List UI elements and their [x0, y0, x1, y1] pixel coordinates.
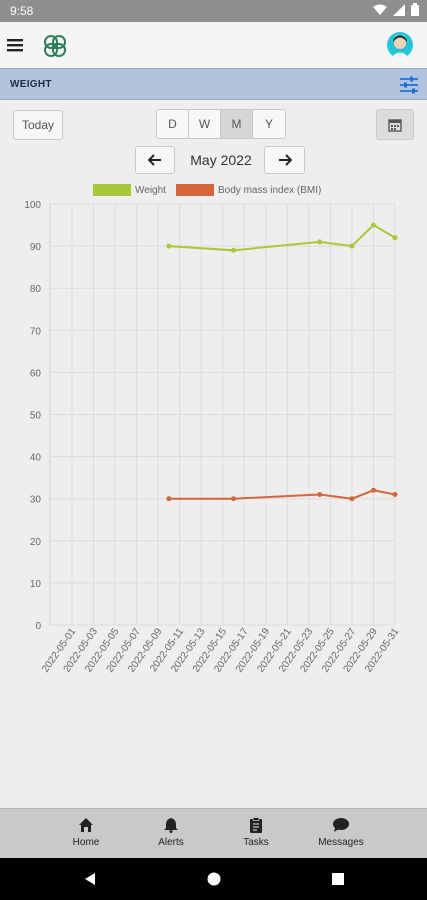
series-line-1	[168, 489, 396, 500]
period-selector: D W M Y	[156, 109, 286, 139]
status-bar: 9:58	[0, 0, 427, 22]
calendar-icon	[388, 118, 402, 132]
weight-bmi-chart: Weight Body mass index (BMI) 0 10 20 30 40 50 6…	[24, 184, 402, 675]
legend-swatch-0	[93, 184, 131, 196]
home-circle-icon[interactable]	[207, 872, 221, 886]
signal-icon	[393, 3, 405, 16]
period-week-button[interactable]: W	[189, 110, 221, 138]
current-month-label: May 2022	[190, 152, 252, 168]
y-axis: 0 10 20 30 40 50 60 70 80 90 100	[24, 200, 41, 632]
clipboard-icon	[250, 817, 262, 833]
nav-messages[interactable]: Messages	[306, 817, 376, 848]
y-tick-label: 0	[35, 621, 41, 632]
data-point	[370, 487, 376, 493]
today-button[interactable]: Today	[13, 110, 63, 140]
legend-swatch-1	[176, 184, 214, 196]
y-tick-label: 60	[30, 368, 42, 379]
chart-legend: Weight Body mass index (BMI)	[93, 184, 321, 196]
period-month-button[interactable]: M	[221, 110, 253, 138]
y-tick-label: 80	[30, 284, 42, 295]
data-point	[392, 235, 398, 241]
wifi-icon	[373, 4, 387, 15]
data-point	[370, 222, 376, 228]
y-tick-label: 20	[30, 537, 42, 548]
status-time: 9:58	[10, 4, 34, 18]
data-point	[392, 491, 398, 497]
chart-series	[166, 222, 398, 502]
data-point	[349, 496, 355, 502]
nav-home[interactable]: Home	[51, 817, 121, 848]
bell-icon	[164, 818, 178, 833]
period-year-button[interactable]: Y	[253, 110, 285, 138]
system-navigation-bar	[0, 858, 427, 900]
section-title: WEIGHT	[10, 79, 52, 90]
recents-icon[interactable]	[332, 873, 344, 885]
app-logo-icon	[44, 35, 66, 57]
hamburger-menu-icon[interactable]	[6, 35, 26, 55]
bottom-navigation: Home Alerts Tasks Messages	[0, 808, 427, 858]
data-point	[231, 247, 236, 253]
filter-sliders-icon[interactable]	[398, 74, 420, 96]
data-point	[231, 496, 236, 502]
nav-tasks-label: Tasks	[243, 837, 269, 848]
series-line-0	[168, 223, 396, 252]
arrow-left-icon	[148, 154, 161, 166]
section-header: WEIGHT	[0, 68, 427, 100]
home-icon	[79, 818, 93, 832]
y-tick-label: 30	[30, 495, 42, 506]
data-point	[166, 496, 172, 502]
nav-tasks[interactable]: Tasks	[221, 817, 291, 848]
calendar-button[interactable]	[376, 109, 414, 140]
y-tick-label: 90	[30, 242, 42, 253]
data-point	[166, 243, 172, 249]
back-icon[interactable]	[84, 872, 96, 886]
legend-label-1: Body mass index (BMI)	[218, 185, 321, 196]
chart-grid	[49, 203, 396, 626]
user-avatar[interactable]	[387, 32, 413, 58]
app-bar	[0, 22, 427, 68]
y-tick-label: 70	[30, 326, 42, 337]
data-point	[349, 243, 355, 249]
arrow-right-icon	[278, 154, 292, 166]
period-day-button[interactable]: D	[157, 110, 189, 138]
data-point	[317, 239, 323, 245]
x-axis: 2022-05-012022-05-032022-05-052022-05-07…	[40, 626, 402, 675]
data-point	[317, 491, 323, 497]
next-month-button[interactable]	[264, 146, 305, 174]
y-tick-label: 50	[30, 411, 42, 422]
nav-home-label: Home	[72, 837, 100, 848]
chat-icon	[333, 818, 349, 832]
y-tick-label: 100	[24, 200, 41, 211]
nav-alerts-label: Alerts	[158, 837, 184, 848]
user-avatar-icon	[391, 35, 409, 58]
status-icons	[373, 3, 419, 16]
nav-messages-label: Messages	[318, 837, 364, 848]
y-tick-label: 40	[30, 453, 42, 464]
previous-month-button[interactable]	[135, 146, 175, 174]
battery-icon	[411, 3, 419, 16]
y-tick-label: 10	[30, 579, 42, 590]
legend-label-0: Weight	[135, 185, 166, 196]
nav-alerts[interactable]: Alerts	[136, 817, 206, 848]
